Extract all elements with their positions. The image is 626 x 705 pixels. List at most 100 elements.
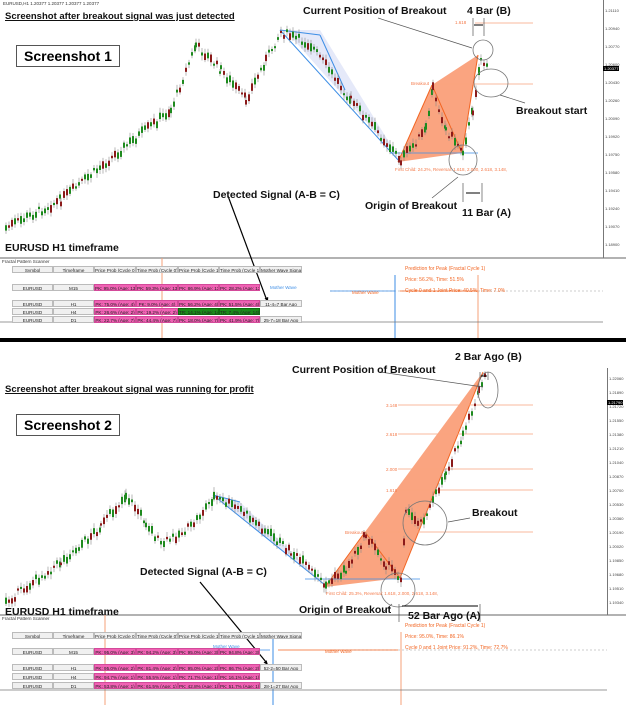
timeframe-cell[interactable]: H1 bbox=[53, 664, 94, 671]
candle bbox=[81, 178, 83, 181]
symbol-cell[interactable]: EURUSD bbox=[12, 682, 53, 689]
candle bbox=[354, 550, 356, 554]
candle bbox=[444, 473, 446, 480]
symbol-cell[interactable]: EURUSD bbox=[12, 664, 53, 671]
symbol-cell[interactable]: EURUSD bbox=[12, 284, 53, 291]
candle bbox=[408, 508, 410, 515]
candle bbox=[383, 138, 385, 146]
candle bbox=[448, 136, 450, 139]
column-header[interactable]: Price Prob (Cycle 0) bbox=[94, 266, 136, 273]
candle bbox=[144, 125, 146, 130]
candle bbox=[400, 160, 402, 166]
column-header[interactable]: Time Prob (Cycle 0) bbox=[136, 632, 178, 639]
candle bbox=[207, 52, 209, 59]
candle bbox=[5, 597, 7, 604]
price-axis bbox=[607, 368, 608, 615]
candle bbox=[56, 560, 58, 564]
candle bbox=[280, 30, 282, 34]
price-tick: 1.20430 bbox=[605, 80, 620, 85]
candle bbox=[353, 100, 355, 106]
probability-cell: PK: 95.0% (Age: 3) bbox=[94, 648, 136, 655]
candle bbox=[255, 520, 257, 526]
mother-wave-signal-cell: 11-4=7 Bar Ago bbox=[260, 300, 302, 307]
candle bbox=[274, 46, 276, 49]
candle bbox=[362, 114, 364, 121]
candle bbox=[20, 216, 22, 224]
candle bbox=[213, 491, 215, 500]
candle bbox=[99, 527, 101, 533]
origin-label: Origin of Breakout bbox=[365, 200, 458, 212]
prediction-text: Price: 95.0%, Time: 86.1% bbox=[405, 634, 464, 640]
callout-line bbox=[499, 94, 526, 104]
symbol-cell[interactable]: EURUSD bbox=[12, 308, 53, 315]
candle bbox=[448, 466, 450, 471]
timeframe-cell[interactable]: M15 bbox=[53, 284, 94, 291]
price-tick: 1.20770 bbox=[605, 44, 620, 49]
candle bbox=[283, 34, 285, 39]
column-header[interactable]: Price Prob (Cycle 1) bbox=[178, 266, 219, 273]
candle bbox=[187, 523, 189, 527]
column-header[interactable]: Time Prob (Cycle 1) bbox=[219, 266, 260, 273]
symbol-cell[interactable]: EURUSD bbox=[12, 648, 53, 655]
column-header[interactable]: Time Prob (Cycle 0) bbox=[136, 266, 178, 273]
column-header[interactable]: Mother Wave Signal bbox=[260, 632, 302, 639]
candle bbox=[235, 82, 237, 90]
candle bbox=[148, 525, 150, 532]
price-tick: 1.19410 bbox=[605, 188, 620, 193]
timeframe-cell[interactable]: M15 bbox=[53, 648, 94, 655]
price-tick: 1.20190 bbox=[609, 530, 624, 535]
candle bbox=[350, 95, 352, 99]
column-header[interactable]: Symbol bbox=[12, 266, 53, 273]
detected-signal-label: Detected Signal (A-B = C) bbox=[213, 189, 340, 201]
column-header[interactable]: Mother Wave Signal bbox=[260, 266, 302, 273]
candle bbox=[195, 42, 197, 48]
candle bbox=[325, 581, 327, 589]
symbol-cell[interactable]: EURUSD bbox=[12, 673, 53, 680]
candle bbox=[228, 498, 230, 504]
candle bbox=[302, 555, 304, 564]
candle bbox=[468, 122, 470, 126]
candle bbox=[451, 459, 453, 467]
candle bbox=[273, 533, 275, 542]
timeframe-cell[interactable]: D1 bbox=[53, 316, 94, 323]
arrow-head bbox=[263, 660, 268, 665]
symbol-cell[interactable]: EURUSD bbox=[12, 316, 53, 323]
candle bbox=[432, 496, 434, 503]
candle bbox=[106, 514, 108, 518]
mother-wave-signal-cell: 25-7=18 Bar Ago bbox=[260, 316, 302, 323]
column-header[interactable]: Price Prob (Cycle 1) bbox=[178, 632, 219, 639]
candle bbox=[184, 531, 186, 535]
candle bbox=[267, 529, 269, 535]
column-header[interactable]: Symbol bbox=[12, 632, 53, 639]
candle bbox=[147, 122, 149, 129]
callout-line bbox=[377, 17, 473, 49]
timeframe-cell[interactable]: D1 bbox=[53, 682, 94, 689]
candle bbox=[472, 110, 474, 116]
column-header[interactable]: Price Prob (Cycle 0) bbox=[94, 632, 136, 639]
bar-b-label: 4 Bar (B) bbox=[467, 5, 511, 17]
mother-wave-signal-cell: 28-1=27 Bar Ago bbox=[260, 682, 302, 689]
candle bbox=[245, 100, 247, 105]
candle bbox=[460, 147, 462, 151]
candle bbox=[156, 121, 158, 129]
candle bbox=[160, 540, 162, 545]
timeframe-cell[interactable]: H1 bbox=[53, 300, 94, 307]
candle bbox=[368, 116, 370, 123]
candle bbox=[75, 186, 77, 189]
candle bbox=[60, 562, 62, 566]
fib-label: 3.148 bbox=[386, 403, 398, 408]
column-header[interactable]: Timeframe bbox=[53, 266, 94, 273]
symbol-cell[interactable]: EURUSD bbox=[12, 300, 53, 307]
candle bbox=[32, 214, 34, 220]
timeframe-cell[interactable]: H4 bbox=[53, 673, 94, 680]
column-header[interactable]: Timeframe bbox=[53, 632, 94, 639]
candle bbox=[486, 63, 488, 67]
pattern-line bbox=[397, 84, 433, 163]
timeframe-cell[interactable]: H4 bbox=[53, 308, 94, 315]
column-header[interactable]: Time Prob (Cycle 1) bbox=[219, 632, 260, 639]
candle bbox=[317, 574, 319, 577]
candle bbox=[238, 86, 240, 91]
candle bbox=[102, 161, 104, 169]
candle bbox=[322, 57, 324, 61]
candle bbox=[465, 137, 467, 145]
